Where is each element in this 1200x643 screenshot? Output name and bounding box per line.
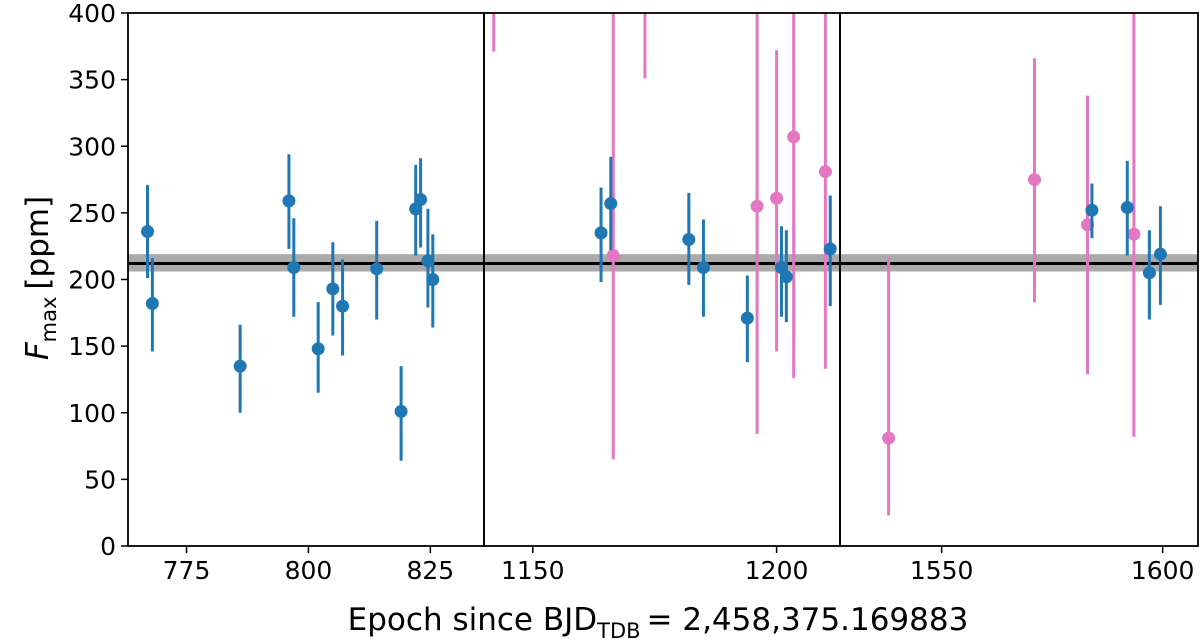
data-point: [145, 296, 159, 310]
x-axis-title: Epoch since BJDTDB = 2,458,375.169883: [348, 602, 969, 643]
data-point: [1142, 266, 1156, 280]
panel-content: [128, 154, 484, 461]
data-point: [770, 191, 784, 205]
y-tick-label: 150: [68, 332, 116, 361]
data-point: [421, 254, 435, 268]
y-tick-label: 400: [68, 0, 116, 28]
data-point: [414, 193, 428, 207]
data-point: [604, 197, 618, 211]
data-point: [1085, 203, 1099, 217]
data-point: [233, 359, 247, 373]
data-point: [750, 199, 764, 213]
panel-frame: [839, 12, 1199, 547]
panel-2: 1150 1200: [483, 12, 841, 585]
panel-content: [840, 13, 1198, 516]
data-point: [394, 404, 408, 418]
y-tick-label: 250: [68, 199, 116, 228]
y-tick-label: 200: [68, 266, 116, 295]
data-point: [594, 226, 608, 240]
x-tick-label: 1200: [745, 556, 809, 585]
data-point: [336, 299, 350, 313]
data-point: [326, 282, 340, 296]
data-point: [787, 130, 801, 144]
data-point: [426, 273, 440, 286]
data-point: [823, 242, 837, 256]
data-point: [696, 261, 710, 275]
x-tick-label: 825: [406, 556, 454, 585]
data-point: [1120, 201, 1134, 215]
y-tick-label: 0: [100, 532, 116, 561]
data-point: [370, 262, 384, 276]
data-point: [740, 311, 754, 325]
data-point: [1127, 227, 1141, 241]
data-point: [818, 165, 832, 179]
x-tick-label: 775: [163, 556, 211, 585]
y-tick-label: 350: [68, 66, 116, 95]
data-point: [1153, 247, 1167, 261]
x-tick-label: 1150: [501, 556, 565, 585]
y-tick-label: 300: [68, 132, 116, 161]
data-point: [682, 233, 696, 247]
data-point: [779, 270, 793, 284]
data-point: [1027, 173, 1041, 187]
y-tick-label: 50: [84, 465, 116, 494]
data-point: [606, 249, 620, 263]
data-point: [287, 261, 301, 275]
panel-content: [484, 13, 840, 460]
y-tick-label: 100: [68, 399, 116, 428]
data-point: [311, 342, 325, 356]
panels: 775 800 825 1150 1200 1550 1600: [127, 12, 1199, 585]
y-axis-title: Fmax[ppm]: [20, 196, 61, 360]
x-tick-label: 800: [285, 556, 333, 585]
data-point: [882, 431, 896, 445]
x-tick-label: 1600: [1131, 556, 1195, 585]
data-point: [141, 225, 155, 239]
panel-3: 1550 1600: [839, 12, 1199, 585]
data-point: [282, 194, 296, 208]
panel-1: 775 800 825: [127, 12, 485, 585]
x-tick-label: 1550: [910, 556, 974, 585]
y-axis: 0 50 100 150 200 250 300 350 400: [68, 0, 128, 561]
